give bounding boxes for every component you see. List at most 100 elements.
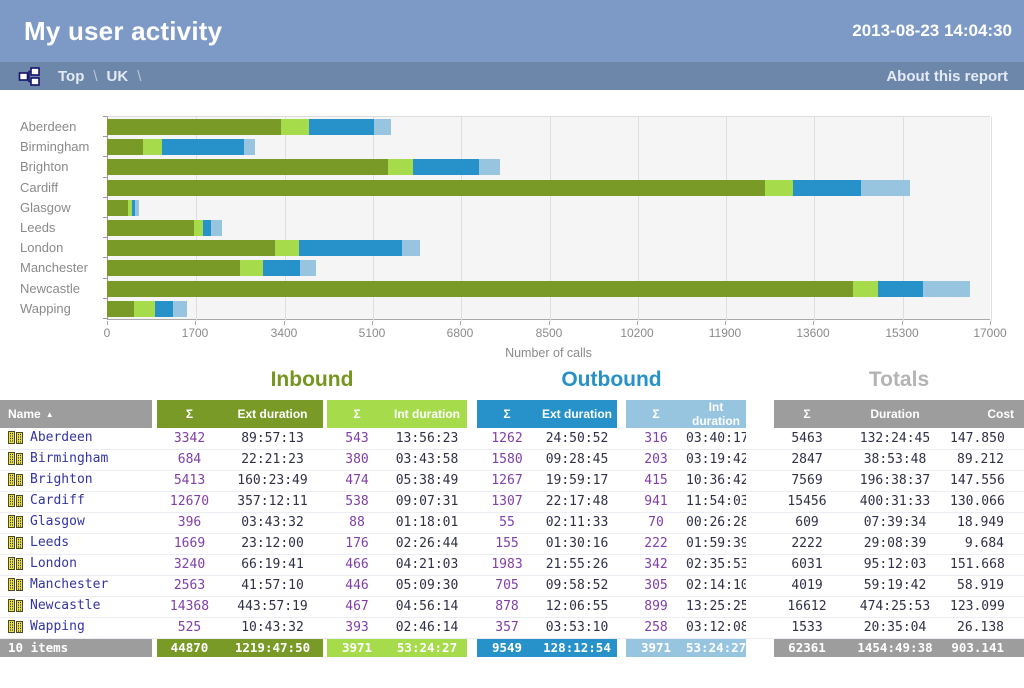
entity-name-link[interactable]: Wapping (0, 617, 152, 639)
x-axis-tick-label: 3400 (270, 326, 298, 340)
call-count-cell[interactable]: 342 (626, 554, 686, 576)
row-gap (152, 533, 157, 555)
call-count-cell[interactable]: 2563 (157, 575, 222, 597)
row-gap (746, 533, 774, 555)
breadcrumb-bar: Top \ UK \ About this report (0, 62, 1024, 90)
call-count-cell[interactable]: 446 (327, 575, 387, 597)
row-gap (617, 617, 626, 639)
call-count-cell[interactable]: 1307 (477, 491, 537, 513)
call-count-cell[interactable]: 1669 (157, 533, 222, 555)
call-count-cell[interactable]: 155 (477, 533, 537, 555)
total-in_int_calls: 3971 (327, 638, 387, 657)
entity-name-link[interactable]: Cardiff (0, 491, 152, 513)
call-count-cell[interactable]: 525 (157, 617, 222, 639)
call-count-cell[interactable]: 3342 (157, 428, 222, 450)
entity-name-link[interactable]: Brighton (0, 470, 152, 492)
row-gap (323, 617, 327, 639)
call-count-cell[interactable]: 203 (626, 449, 686, 471)
stacked-bar (107, 139, 255, 155)
bar-segment-inbound-int (240, 260, 264, 276)
call-count-cell[interactable]: 305 (626, 575, 686, 597)
call-count-cell[interactable]: 899 (626, 596, 686, 618)
table-header-row: Name ▲ Σ Ext duration Σ Int duration Σ Ext dura… (0, 400, 1024, 428)
row-gap (323, 470, 327, 492)
call-count-cell[interactable]: 941 (626, 491, 686, 513)
footer-gap (746, 638, 774, 657)
stacked-bar (107, 119, 391, 135)
value-cell: 130.066 (950, 491, 1024, 513)
stacked-bar (107, 301, 187, 317)
bar-segment-outbound-int (173, 301, 187, 317)
call-count-cell[interactable]: 316 (626, 428, 686, 450)
entity-name-link[interactable]: Newcastle (0, 596, 152, 618)
bar-segment-outbound-int (135, 200, 139, 216)
x-axis-tick (460, 321, 461, 325)
value-cell: 400:31:33 (840, 491, 950, 513)
call-count-cell[interactable]: 474 (327, 470, 387, 492)
x-axis-tick-label: 1700 (181, 326, 209, 340)
call-count-cell[interactable]: 12670 (157, 491, 222, 513)
stacked-bar (107, 260, 316, 276)
call-count-cell[interactable]: 380 (327, 449, 387, 471)
entity-name-link[interactable]: Leeds (0, 533, 152, 555)
call-count-cell[interactable]: 415 (626, 470, 686, 492)
column-header-name[interactable]: Name ▲ (0, 400, 152, 428)
y-axis-tick (103, 237, 107, 238)
value-cell: 474:25:53 (840, 596, 950, 618)
column-header-out_int_calls: Σ (626, 400, 686, 428)
call-count-cell[interactable]: 684 (157, 449, 222, 471)
entity-name-link[interactable]: London (0, 554, 152, 576)
call-count-cell[interactable]: 538 (327, 491, 387, 513)
call-count-cell[interactable]: 222 (626, 533, 686, 555)
call-count-cell[interactable]: 88 (327, 512, 387, 534)
bar-segment-outbound-int (210, 220, 223, 236)
call-count-cell[interactable]: 1262 (477, 428, 537, 450)
value-cell: 2222 (774, 533, 840, 555)
call-count-cell[interactable]: 878 (477, 596, 537, 618)
call-count-cell[interactable]: 176 (327, 533, 387, 555)
total-out_int: 53:24:27 (686, 638, 746, 657)
call-count-cell[interactable]: 705 (477, 575, 537, 597)
y-axis-tick (103, 197, 107, 198)
value-cell: 26.138 (950, 617, 1024, 639)
call-count-cell[interactable]: 1267 (477, 470, 537, 492)
bar-segment-inbound-int (142, 139, 163, 155)
column-header-cost: Cost (950, 400, 1024, 428)
entity-name-link[interactable]: Birmingham (0, 449, 152, 471)
buildings-icon (8, 430, 23, 446)
about-this-report-link[interactable]: About this report (886, 67, 1008, 85)
call-count-cell[interactable]: 70 (626, 512, 686, 534)
stacked-bar (107, 180, 910, 196)
value-cell: 04:56:14 (387, 596, 467, 618)
entity-name-link[interactable]: Manchester (0, 575, 152, 597)
page-title: My user activity (24, 15, 223, 46)
call-count-cell[interactable]: 467 (327, 596, 387, 618)
call-count-cell[interactable]: 357 (477, 617, 537, 639)
call-count-cell[interactable]: 396 (157, 512, 222, 534)
entity-name-link[interactable]: Aberdeen (0, 428, 152, 450)
column-header-out_calls: Σ (477, 400, 537, 428)
value-cell: 03:12:08 (686, 617, 746, 639)
bar-segment-inbound-int (127, 200, 133, 216)
breadcrumb-separator: \ (137, 67, 142, 85)
call-count-cell[interactable]: 1580 (477, 449, 537, 471)
value-cell: 41:57:10 (222, 575, 323, 597)
breadcrumb-link-top[interactable]: Top (58, 67, 85, 85)
value-cell: 18.949 (950, 512, 1024, 534)
value-cell: 609 (774, 512, 840, 534)
entity-name: Cardiff (30, 493, 85, 508)
chart-category-label: Glasgow (20, 200, 71, 215)
call-count-cell[interactable]: 393 (327, 617, 387, 639)
column-header-tot_calls: Σ (774, 400, 840, 428)
call-count-cell[interactable]: 55 (477, 512, 537, 534)
entity-name-link[interactable]: Glasgow (0, 512, 152, 534)
call-count-cell[interactable]: 3240 (157, 554, 222, 576)
breadcrumb-link-uk[interactable]: UK (106, 67, 129, 85)
row-gap (467, 575, 477, 597)
call-count-cell[interactable]: 466 (327, 554, 387, 576)
call-count-cell[interactable]: 14368 (157, 596, 222, 618)
call-count-cell[interactable]: 543 (327, 428, 387, 450)
call-count-cell[interactable]: 5413 (157, 470, 222, 492)
call-count-cell[interactable]: 1983 (477, 554, 537, 576)
call-count-cell[interactable]: 258 (626, 617, 686, 639)
